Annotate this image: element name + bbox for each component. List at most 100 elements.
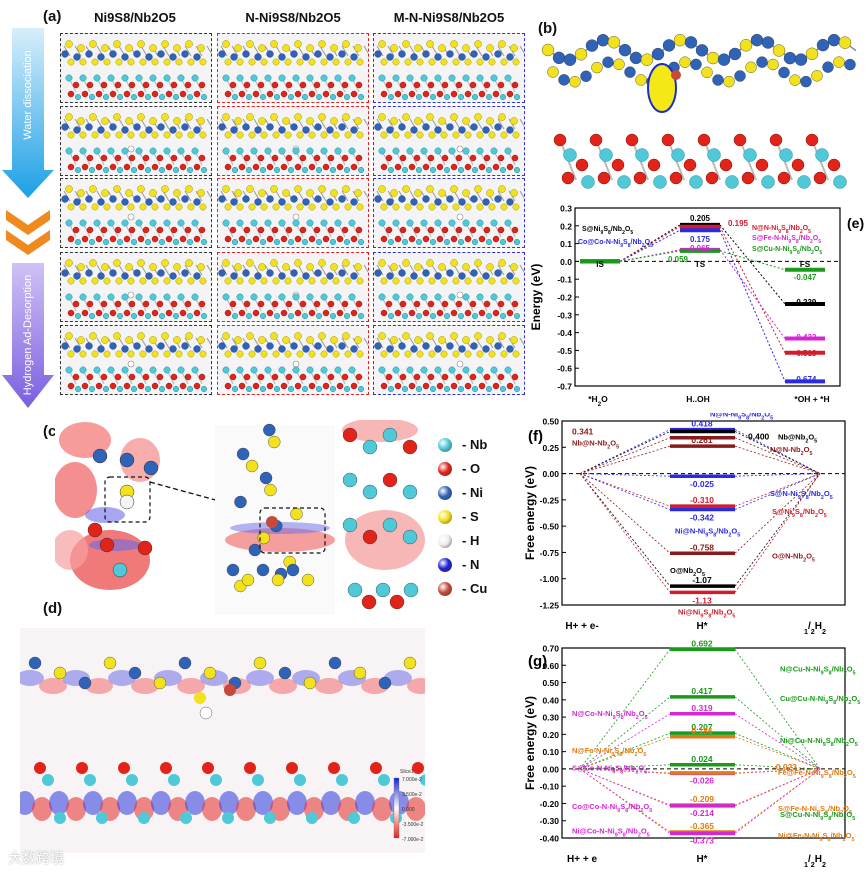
atom [302, 272, 310, 280]
atom [306, 293, 314, 301]
atom [434, 293, 442, 301]
atom [500, 131, 508, 139]
atom [320, 147, 328, 155]
watermark: 大数跨境 [8, 850, 64, 866]
series-label: Nb@N-Nb2O5 [572, 439, 619, 451]
atom [97, 53, 105, 61]
atom [629, 51, 643, 65]
atom [513, 385, 521, 393]
atom [145, 198, 153, 206]
atom [428, 58, 436, 66]
atom [741, 171, 755, 185]
atom [177, 74, 185, 82]
atom [394, 90, 402, 98]
atom [72, 81, 80, 89]
series-label: N@Fe-N-Ni9S8/Nb2O5 [572, 746, 646, 758]
atom [492, 309, 500, 317]
atom [457, 93, 465, 101]
atom [374, 269, 382, 277]
density-lobe [151, 791, 171, 815]
atom [258, 117, 266, 125]
atom [476, 203, 484, 211]
atom [618, 43, 632, 57]
atom [199, 277, 207, 285]
atom [441, 373, 449, 381]
colorbar [393, 777, 400, 839]
atom [450, 309, 458, 317]
atom [712, 74, 724, 86]
atom [401, 93, 409, 101]
atom [179, 163, 187, 171]
atom [175, 203, 183, 211]
atom [65, 74, 73, 82]
atom [482, 272, 490, 280]
structure-frame [60, 33, 212, 103]
atom [320, 203, 328, 211]
atom [450, 113, 458, 121]
atom [308, 350, 316, 358]
atom [248, 277, 256, 285]
atom [322, 235, 330, 243]
atom [450, 90, 458, 98]
x-category-label: H+ + e [567, 854, 597, 865]
atom [177, 293, 185, 301]
atom [186, 93, 194, 101]
atom [72, 300, 80, 308]
atom [292, 360, 300, 368]
y-tick-label: -1.00 [540, 574, 560, 584]
atom [97, 126, 105, 134]
legend-text: - O [462, 461, 481, 476]
atom [278, 219, 286, 227]
atom [315, 93, 323, 101]
connector [734, 473, 821, 554]
atom [392, 147, 400, 155]
atom [427, 81, 435, 89]
density-lobe [20, 791, 35, 815]
atom [308, 203, 316, 211]
atom [506, 272, 514, 280]
series-label: S@Ni9S8/Nb2O5 [772, 507, 827, 519]
atom [378, 185, 386, 193]
atom [116, 238, 124, 246]
atom [185, 185, 193, 193]
atom [330, 117, 338, 125]
atom [103, 277, 111, 285]
atom [127, 360, 135, 368]
atom [109, 195, 117, 203]
atom [252, 309, 260, 317]
atom [144, 312, 152, 320]
atom [436, 309, 444, 317]
atom [222, 812, 234, 824]
atom [486, 44, 494, 52]
structure-frame [217, 178, 369, 248]
atom [257, 81, 265, 89]
atom [390, 44, 398, 52]
atom [65, 293, 73, 301]
atom [163, 219, 171, 227]
atom [95, 235, 103, 243]
series-label: O@N-Nb2O5 [772, 551, 815, 563]
atom [156, 154, 164, 162]
atom [596, 34, 610, 47]
atom [280, 382, 288, 390]
atom [278, 272, 286, 280]
series-label: N@N-Ni9S8/Nb2O5 [752, 225, 811, 235]
atom [186, 312, 194, 320]
atom [488, 350, 496, 358]
atom [342, 259, 350, 267]
atom [455, 300, 463, 308]
atom [61, 342, 69, 350]
atom [492, 163, 500, 171]
atom [199, 706, 213, 720]
atom [805, 47, 819, 61]
atom [308, 382, 316, 390]
atom [378, 332, 386, 340]
atom [127, 291, 135, 299]
atom [301, 385, 309, 393]
atom [186, 385, 194, 393]
density-red [59, 422, 111, 458]
atom [455, 81, 463, 89]
atom [426, 40, 434, 48]
atom [109, 235, 117, 243]
atom [474, 40, 482, 48]
